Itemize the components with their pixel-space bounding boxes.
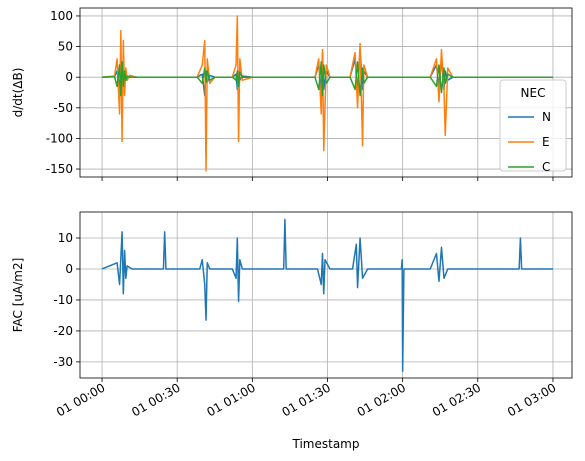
y-tick-label: 0 <box>65 262 73 276</box>
data-line <box>102 61 553 97</box>
y-tick-label: -10 <box>53 293 73 307</box>
legend-title: NEC <box>521 86 546 100</box>
x-tick-label: 01 02:30 <box>430 380 483 419</box>
x-tick-label: 01 02:00 <box>355 380 408 419</box>
x-axis-label: Timestamp <box>292 437 360 451</box>
y-tick-label: -150 <box>46 162 73 176</box>
y-tick-label: 10 <box>58 231 73 245</box>
plot-lines <box>101 15 553 172</box>
data-line <box>101 218 553 372</box>
legend-label: C <box>542 160 550 174</box>
legend-label: N <box>542 110 551 124</box>
x-tick-label: 01 01:00 <box>204 380 257 419</box>
y-tick-label: -100 <box>46 131 73 145</box>
x-tick-label: 01 00:30 <box>129 380 182 419</box>
y-tick-label: -20 <box>53 324 73 338</box>
axes-frame <box>79 7 573 178</box>
y-axis-label: FAC [uA/m2] <box>11 258 25 333</box>
axes-frame <box>79 211 573 379</box>
y-tick-label: 0 <box>65 70 73 84</box>
data-line <box>101 15 553 172</box>
y-tick-label: -30 <box>53 355 73 369</box>
x-tick-label: 01 00:00 <box>54 380 107 419</box>
x-tick-label: 01 01:30 <box>280 380 333 419</box>
x-tick-label: 01 03:00 <box>505 380 558 419</box>
legend-box <box>499 79 567 172</box>
y-tick-label: 50 <box>58 40 73 54</box>
legend-label: E <box>542 135 550 149</box>
plot-lines <box>101 218 553 372</box>
y-axis-label: d/dt(ΔB) <box>11 68 25 118</box>
y-tick-label: -50 <box>53 101 73 115</box>
y-tick-label: 100 <box>50 9 73 23</box>
